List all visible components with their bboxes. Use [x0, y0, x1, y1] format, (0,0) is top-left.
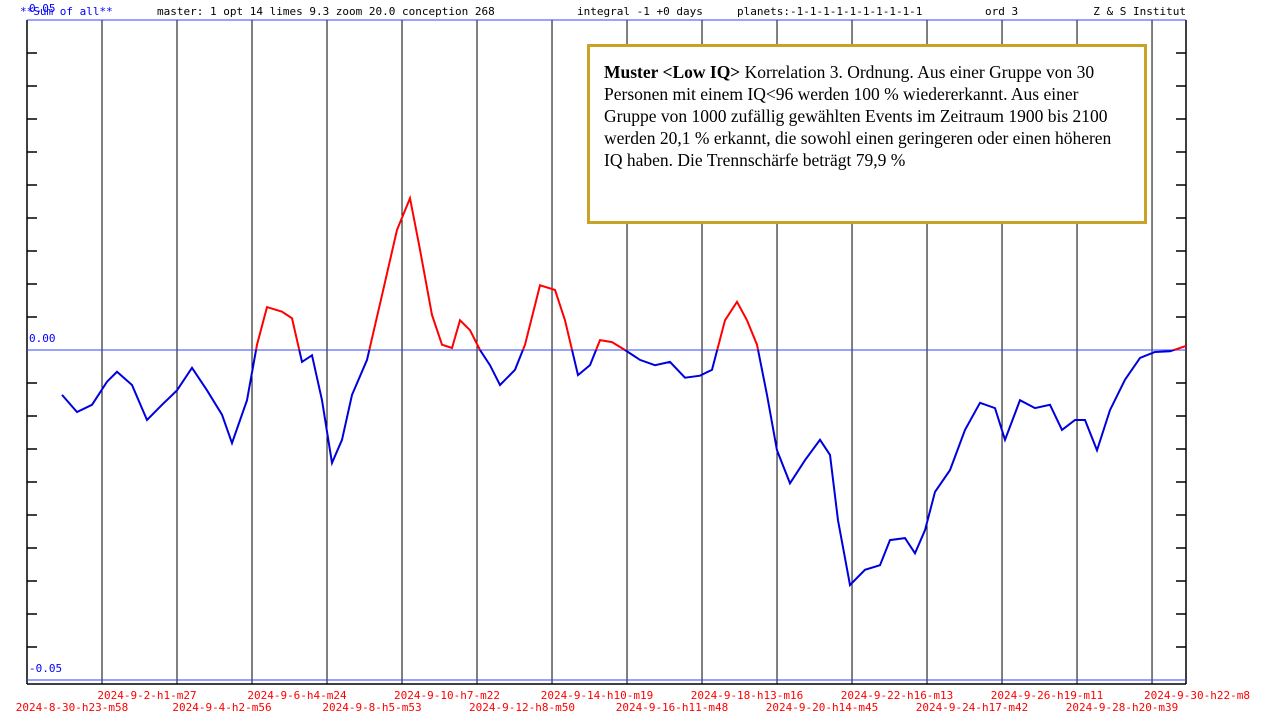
- y-tick-label: 0.05: [29, 2, 56, 15]
- y-tick-label: -0.05: [29, 662, 62, 675]
- line-below: [61, 350, 1178, 588]
- x-tick-label: 2024-8-30-h23-m58: [16, 701, 129, 714]
- x-tick-label: 2024-9-20-h14-m45: [766, 701, 879, 714]
- line-above: [255, 194, 1186, 350]
- chart-title: **Sum of all**: [20, 5, 113, 18]
- x-tick-label: 2024-9-12-h8-m50: [469, 701, 575, 714]
- x-tick-label: 2024-9-22-h16-m13: [841, 689, 954, 702]
- x-tick-label: 2024-9-24-h17-m42: [916, 701, 1029, 714]
- x-tick-label: 2024-9-28-h20-m39: [1066, 701, 1179, 714]
- institute: Z & S Institut: [1093, 5, 1186, 18]
- x-tick-label: 2024-9-8-h5-m53: [322, 701, 421, 714]
- x-tick-label: 2024-9-30-h22-m8: [1144, 689, 1250, 702]
- ord: ord 3: [985, 5, 1018, 18]
- x-tick-label: 2024-9-2-h1-m27: [97, 689, 196, 702]
- integral: integral -1 +0 days: [577, 5, 703, 18]
- annotation-bold: Muster <Low IQ>: [604, 62, 741, 82]
- x-tick-label: 2024-9-10-h7-m22: [394, 689, 500, 702]
- annotation-text: Korrelation 3. Ordnung. Aus einer Gruppe…: [604, 62, 1112, 170]
- x-tick-label: 2024-9-16-h11-m48: [616, 701, 729, 714]
- planets: planets:-1-1-1-1-1-1-1-1-1-1: [737, 5, 922, 18]
- x-tick-label: 2024-9-26-h19-m11: [991, 689, 1104, 702]
- annotation: Muster <Low IQ> Korrelation 3. Ordnung. …: [587, 44, 1147, 224]
- x-tick-label: 2024-9-14-h10-m19: [541, 689, 654, 702]
- settings: master: 1 opt 14 limes 9.3 zoom 20.0 con…: [157, 5, 495, 18]
- x-tick-label: 2024-9-4-h2-m56: [172, 701, 271, 714]
- x-tick-label: 2024-9-18-h13-m16: [691, 689, 804, 702]
- y-tick-label: 0.00: [29, 332, 56, 345]
- x-tick-label: 2024-9-6-h4-m24: [247, 689, 347, 702]
